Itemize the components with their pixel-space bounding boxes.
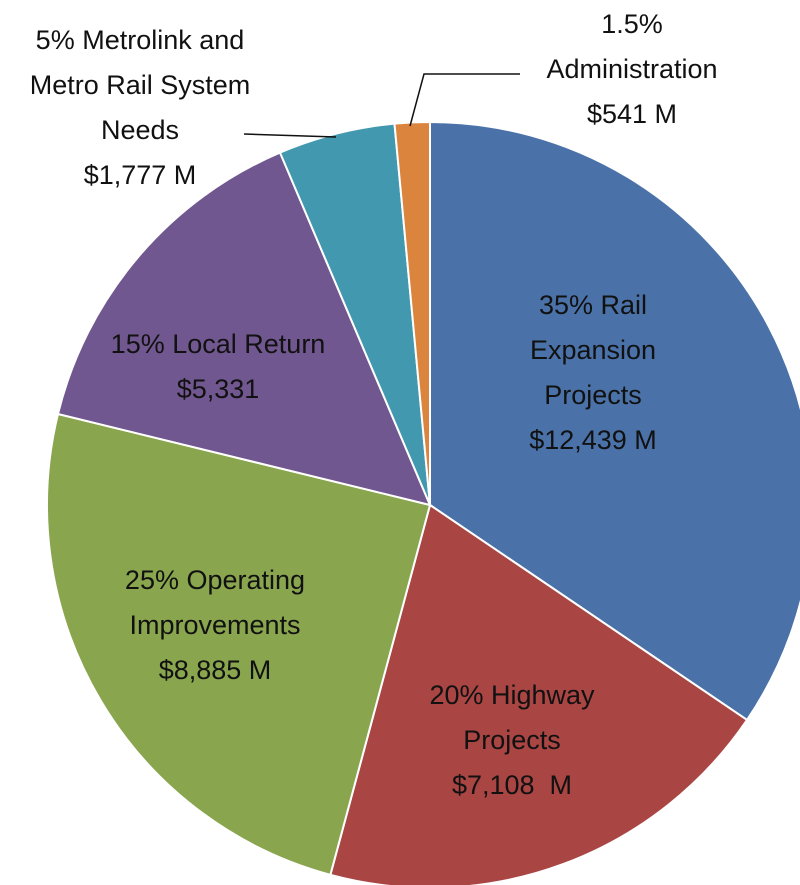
value-label: 1.5% <box>601 9 663 39</box>
category-label: Administration <box>546 54 718 84</box>
pie-slice <box>429 120 800 722</box>
slice-label: 15% Local Return $5,331 <box>78 322 358 412</box>
slice-label: 20% Highway Projects $7,108 M <box>402 673 622 808</box>
amount-label: $7,108 M <box>451 770 573 800</box>
leader-line <box>243 133 337 138</box>
value-label: 25% <box>124 565 179 595</box>
pie-slice <box>329 503 749 885</box>
amount-label: $541 M <box>586 99 678 129</box>
category-label: Rail Expansion Projects <box>529 290 657 410</box>
value-label: 5% <box>35 25 75 55</box>
amount-label: $12,439 M <box>529 425 657 455</box>
value-label: 20% <box>429 680 484 710</box>
value-label: 15% <box>110 329 165 359</box>
category-label: Metrolink and Metro Rail System Needs <box>29 25 251 145</box>
category-label: Operating Improvements <box>129 565 306 640</box>
pie-slice <box>46 412 432 877</box>
slice-label: 1.5% Administration $541 M <box>522 2 742 137</box>
slice-label: 35% Rail Expansion Projects $12,439 M <box>498 283 688 463</box>
amount-label: $5,331 <box>176 374 260 404</box>
category-label: Local Return <box>172 329 326 359</box>
value-label: 35% <box>538 290 593 320</box>
amount-label: $1,777 M <box>83 160 197 190</box>
pie-slice <box>393 120 431 506</box>
pie-slice <box>56 151 432 507</box>
category-label: Highway Projects <box>463 680 595 755</box>
slice-label: 5% Metrolink and Metro Rail System Needs… <box>20 18 260 198</box>
amount-label: $8,885 M <box>158 655 272 685</box>
leader-line <box>409 73 520 127</box>
slice-label: 25% Operating Improvements $8,885 M <box>95 558 335 693</box>
